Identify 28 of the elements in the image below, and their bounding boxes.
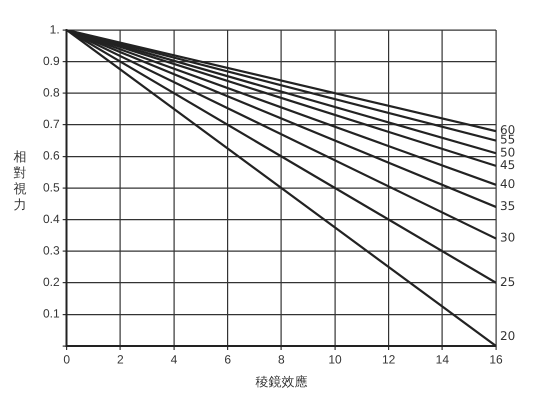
y-tick-label: 0.9 bbox=[42, 54, 60, 68]
series-label: 20 bbox=[500, 329, 516, 344]
x-axis-title: 稜鏡效應 bbox=[255, 374, 308, 389]
y-tick-label: 0.3 bbox=[42, 244, 60, 258]
series-label: 35 bbox=[500, 199, 516, 214]
x-tick-label: 0 bbox=[63, 352, 70, 367]
x-tick-label: 6 bbox=[224, 352, 232, 367]
y-tick-label: 0.7 bbox=[42, 117, 60, 132]
series-label: 50 bbox=[500, 145, 516, 160]
series-label: 40 bbox=[500, 176, 516, 191]
x-tick-label: 8 bbox=[278, 352, 285, 367]
y-tick-label: 0.1 bbox=[42, 306, 60, 321]
y-tick-label: 0.5 bbox=[42, 180, 60, 194]
x-tick-label: 16 bbox=[489, 352, 503, 367]
y-tick-label: 0.8 bbox=[42, 86, 60, 100]
y-tick-label: 0.6 bbox=[42, 148, 60, 163]
series-label: 45 bbox=[500, 158, 516, 172]
y-tick-label: 0.2 bbox=[42, 275, 60, 290]
x-tick-label: 2 bbox=[117, 352, 124, 367]
series-label: 30 bbox=[500, 230, 516, 245]
y-tick-label: 1. bbox=[50, 22, 60, 36]
y-tick-label: 0.4 bbox=[42, 212, 60, 226]
x-tick-label: 4 bbox=[170, 352, 178, 367]
x-tick-label: 12 bbox=[382, 352, 396, 367]
x-tick-label: 14 bbox=[436, 352, 450, 367]
series-label: 25 bbox=[500, 274, 516, 289]
y-axis-title: 相對視力 bbox=[12, 150, 28, 214]
x-tick-label: 10 bbox=[328, 352, 342, 367]
